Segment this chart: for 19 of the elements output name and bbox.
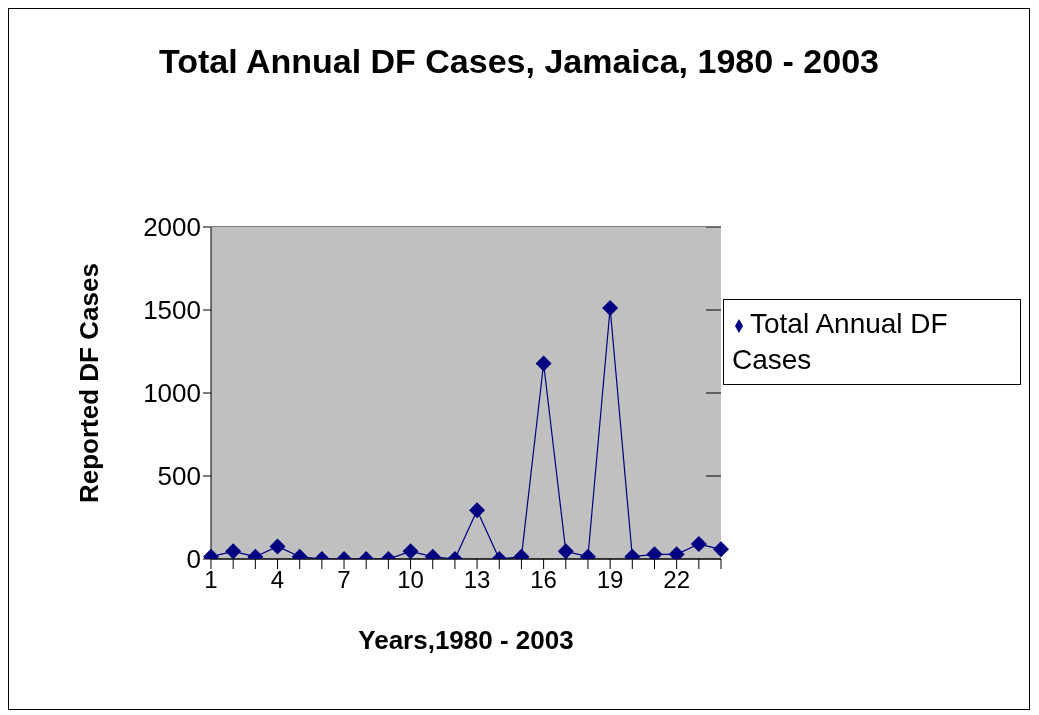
x-tick-label: 13 bbox=[463, 566, 491, 594]
x-tick-label: 10 bbox=[397, 566, 424, 594]
x-tick-label: 4 bbox=[270, 566, 285, 594]
x-tick-label: 19 bbox=[596, 566, 624, 594]
x-tick-label: 1 bbox=[204, 566, 218, 594]
x-axis-title: Years,1980 - 2003 bbox=[358, 625, 574, 655]
legend-label: Total Annual DF Cases bbox=[732, 308, 948, 375]
chart-title: Total Annual DF Cases, Jamaica, 1980 - 2003 bbox=[158, 41, 880, 82]
y-tick-label: 2000 bbox=[143, 212, 201, 243]
point bbox=[535, 355, 552, 372]
y-tick-label: 1000 bbox=[143, 378, 201, 409]
x-tick-label: 7 bbox=[337, 566, 351, 594]
point bbox=[602, 300, 619, 317]
y-tick-label: 500 bbox=[157, 461, 201, 492]
x-tick-label: 22 bbox=[663, 566, 690, 594]
x-tick-label: 16 bbox=[530, 566, 557, 594]
y-tick-label: 1500 bbox=[143, 295, 201, 326]
y-tick-label: 0 bbox=[186, 544, 201, 575]
y-axis-title: Reported DF Cases bbox=[74, 263, 105, 503]
